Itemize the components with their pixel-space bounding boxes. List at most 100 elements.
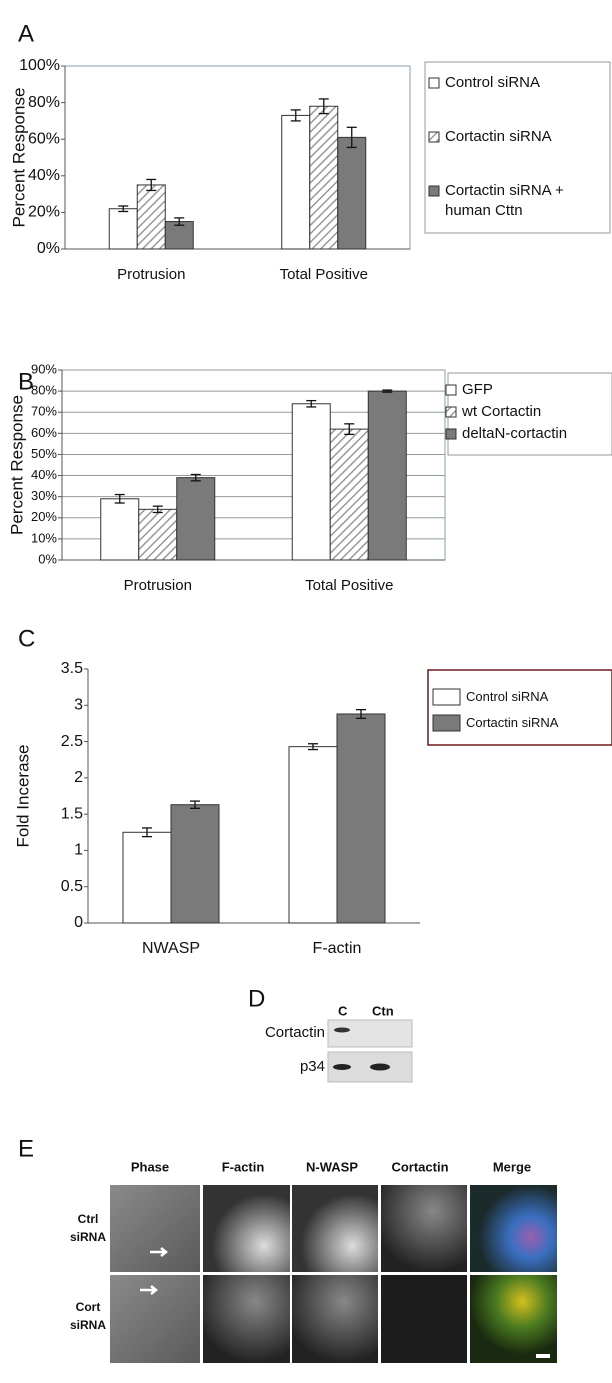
legend-swatch — [445, 384, 457, 396]
bar — [288, 746, 338, 924]
legend-label: deltaN-cortactin — [462, 425, 568, 442]
bar — [176, 477, 216, 561]
legend-label: Cortactin siRNA — [445, 128, 552, 145]
y-tick-label: 60% — [31, 425, 57, 440]
column-header: Phase — [131, 1159, 169, 1174]
x-tick-label: Protrusion — [124, 577, 192, 594]
bar — [281, 114, 311, 250]
column-header: Cortactin — [391, 1159, 448, 1174]
y-tick-label: 30% — [31, 488, 57, 503]
x-tick-label: Total Positive — [280, 266, 368, 283]
y-tick-label: 3 — [74, 697, 83, 714]
error-bar — [114, 493, 125, 504]
y-tick-label: 80% — [28, 94, 60, 111]
column-header: N-WASP — [306, 1159, 358, 1174]
x-tick-label: Protrusion — [117, 266, 185, 283]
legend-label: wt Cortactin — [462, 403, 542, 420]
y-tick-label: 0 — [74, 914, 83, 931]
error-bar — [142, 827, 152, 838]
error-bar — [190, 800, 200, 809]
lane-label: Ctn — [372, 1003, 394, 1018]
bar — [100, 498, 140, 561]
legend-frame — [427, 669, 612, 746]
panel-label: A — [18, 20, 34, 47]
y-tick-label: 0.5 — [61, 878, 83, 895]
legend-swatch — [432, 688, 461, 706]
error-bar — [174, 217, 185, 226]
bar — [108, 208, 138, 250]
y-tick-label: 2 — [74, 769, 83, 786]
y-tick-label: 70% — [31, 404, 57, 419]
legend-swatch — [445, 428, 457, 440]
y-tick-label: 100% — [19, 57, 60, 74]
row-label: Ctrl — [78, 1212, 99, 1226]
error-bar — [356, 708, 366, 719]
y-tick-label: 90% — [31, 361, 57, 376]
legend-frame — [424, 61, 611, 234]
legend-label: Control siRNA — [466, 689, 549, 704]
error-bar — [382, 389, 393, 393]
bar — [309, 105, 339, 250]
bar — [138, 508, 178, 561]
error-bar — [146, 178, 157, 192]
panel-label: D — [248, 985, 265, 1012]
legend-swatch — [445, 406, 457, 418]
legend-swatch — [428, 185, 440, 197]
y-tick-label: 20% — [31, 509, 57, 524]
y-tick-label: 60% — [28, 130, 60, 147]
y-tick-label: 0% — [37, 240, 60, 257]
x-tick-label: F-actin — [313, 940, 362, 957]
blot-row-label: p34 — [300, 1058, 325, 1075]
legend-swatch — [428, 131, 440, 143]
error-bar — [118, 205, 129, 213]
y-tick-label: 2.5 — [61, 733, 83, 750]
error-bar — [308, 743, 318, 751]
error-bar — [152, 505, 163, 514]
error-bar — [344, 423, 355, 436]
y-tick-label: 3.5 — [61, 660, 83, 677]
row-label: siRNA — [70, 1230, 106, 1244]
column-header: Merge — [493, 1159, 531, 1174]
panel-label: E — [18, 1135, 34, 1162]
y-tick-label: 40% — [28, 167, 60, 184]
micrograph-grid — [110, 1185, 557, 1363]
bar — [329, 428, 369, 561]
y-tick-label: 1 — [74, 842, 83, 859]
error-bar — [290, 109, 301, 122]
bar — [164, 221, 194, 250]
lane-label: C — [338, 1003, 348, 1018]
y-tick-label: 0% — [38, 551, 57, 566]
legend-swatch — [428, 77, 440, 89]
legend-label: Cortactin siRNA + human Cttn — [445, 182, 564, 219]
blot-row-label: Cortactin — [265, 1024, 325, 1041]
legend-label: Control siRNA — [445, 74, 541, 91]
bar — [336, 713, 386, 924]
y-axis-title: Fold Incerase — [13, 745, 32, 848]
y-tick-label: 1.5 — [61, 805, 83, 822]
blot-image — [327, 1019, 413, 1083]
y-axis-title: Percent Response — [9, 88, 28, 228]
y-tick-label: 40% — [31, 467, 57, 482]
row-label: siRNA — [70, 1318, 106, 1332]
legend-swatch — [432, 714, 461, 732]
error-bar — [346, 126, 357, 149]
y-tick-label: 50% — [31, 446, 57, 461]
y-tick-label: 80% — [31, 383, 57, 398]
bar — [291, 403, 331, 561]
y-axis-title: Percent Response — [7, 395, 26, 535]
legend-label: Cortactin siRNA — [466, 715, 559, 730]
error-bar — [306, 399, 317, 408]
legend-label: GFP — [462, 381, 493, 398]
bar — [367, 390, 407, 561]
x-tick-label: Total Positive — [305, 577, 393, 594]
panel-label: C — [18, 625, 35, 652]
y-tick-label: 20% — [28, 204, 60, 221]
legend-frame — [447, 372, 612, 456]
panel-label: B — [18, 368, 34, 395]
column-header: F-actin — [222, 1159, 265, 1174]
error-bar — [190, 473, 201, 482]
y-tick-label: 10% — [31, 530, 57, 545]
x-tick-label: NWASP — [142, 940, 200, 957]
